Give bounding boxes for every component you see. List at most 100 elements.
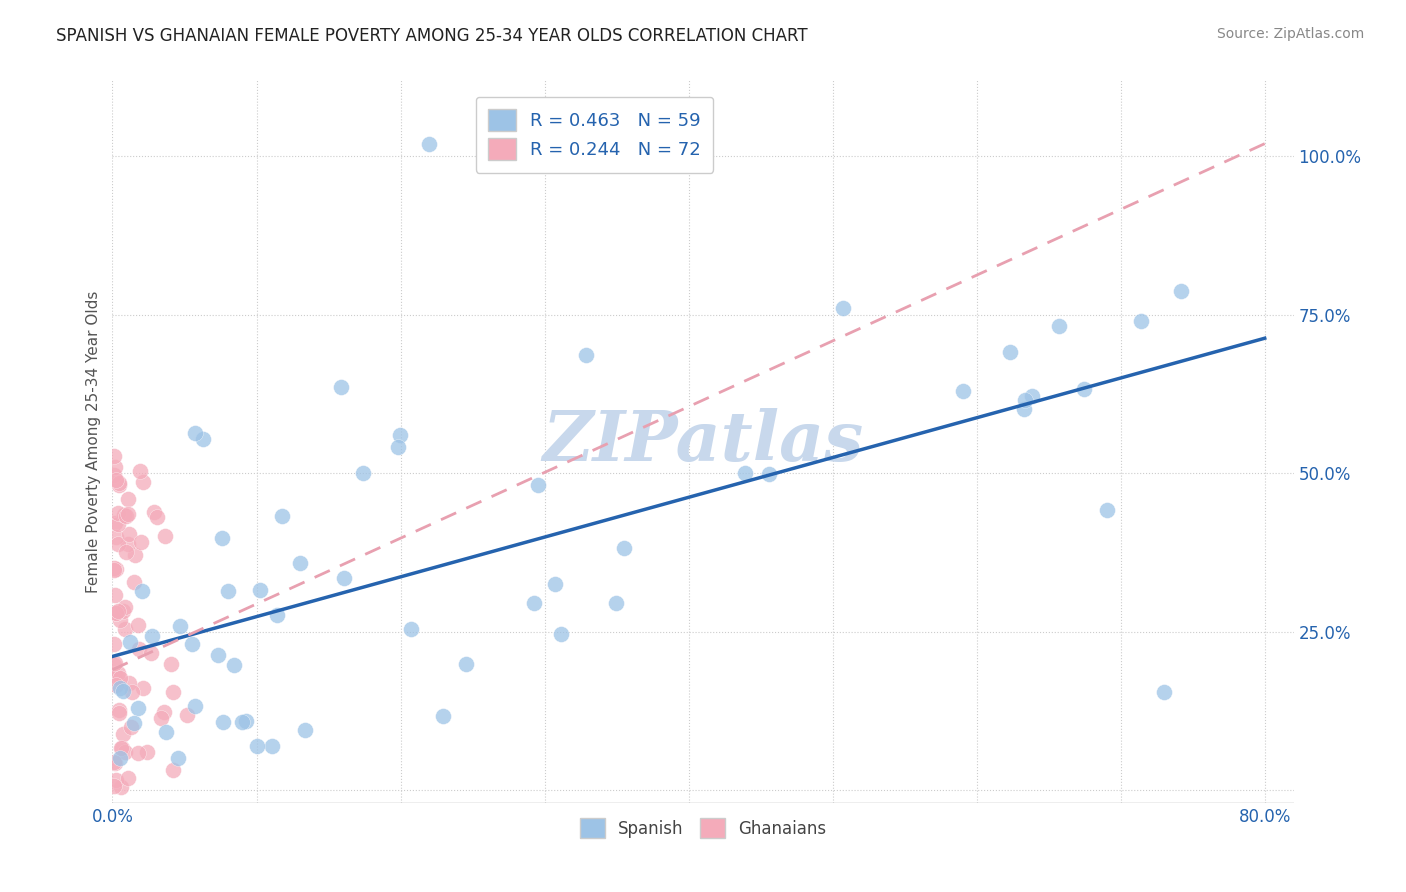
Point xyxy=(605,596,627,610)
Point xyxy=(103,657,125,672)
Point xyxy=(127,701,149,715)
Point xyxy=(111,727,134,741)
Point xyxy=(1153,685,1175,699)
Point xyxy=(104,530,127,544)
Point xyxy=(191,432,214,446)
Point xyxy=(104,657,127,671)
Point xyxy=(352,466,374,480)
Point xyxy=(831,301,853,315)
Point xyxy=(103,449,125,463)
Point xyxy=(149,711,172,725)
Point xyxy=(110,780,132,794)
Point xyxy=(107,604,129,618)
Point xyxy=(107,703,129,717)
Text: ZIPatlas: ZIPatlas xyxy=(543,408,863,475)
Point xyxy=(260,739,283,754)
Point xyxy=(117,537,139,551)
Point xyxy=(136,745,159,759)
Point xyxy=(103,667,125,681)
Point xyxy=(527,477,550,491)
Point xyxy=(105,773,128,788)
Point xyxy=(550,627,572,641)
Point xyxy=(184,698,207,713)
Point xyxy=(105,473,128,487)
Point xyxy=(1021,389,1043,403)
Point xyxy=(115,544,138,558)
Point xyxy=(132,475,155,490)
Point xyxy=(290,556,312,570)
Point xyxy=(107,506,129,520)
Point xyxy=(399,622,422,636)
Point xyxy=(1073,383,1095,397)
Point xyxy=(122,716,145,731)
Point xyxy=(1095,503,1118,517)
Point xyxy=(127,746,149,760)
Point xyxy=(107,537,129,551)
Point xyxy=(1014,392,1036,407)
Point xyxy=(115,509,138,524)
Point xyxy=(184,426,207,441)
Point xyxy=(1000,345,1022,359)
Point xyxy=(128,641,150,656)
Point xyxy=(159,657,181,671)
Point xyxy=(162,763,184,777)
Point xyxy=(246,739,269,753)
Point xyxy=(114,745,136,759)
Point xyxy=(131,583,153,598)
Point xyxy=(231,714,253,729)
Point xyxy=(105,670,128,684)
Y-axis label: Female Poverty Among 25-34 Year Olds: Female Poverty Among 25-34 Year Olds xyxy=(86,291,101,592)
Point xyxy=(107,477,129,491)
Point xyxy=(145,510,167,524)
Point xyxy=(117,676,139,690)
Point xyxy=(117,491,139,506)
Point xyxy=(108,672,131,686)
Text: SPANISH VS GHANAIAN FEMALE POVERTY AMONG 25-34 YEAR OLDS CORRELATION CHART: SPANISH VS GHANAIAN FEMALE POVERTY AMONG… xyxy=(56,27,808,45)
Point xyxy=(104,562,127,576)
Point xyxy=(107,665,129,680)
Point xyxy=(108,751,131,765)
Point xyxy=(114,622,136,636)
Point xyxy=(1047,318,1070,333)
Point xyxy=(132,681,155,695)
Point xyxy=(118,526,141,541)
Legend: Spanish, Ghanaians: Spanish, Ghanaians xyxy=(572,812,834,845)
Point xyxy=(155,724,177,739)
Point xyxy=(266,608,288,623)
Point xyxy=(103,562,125,576)
Point xyxy=(454,657,477,671)
Point xyxy=(330,380,353,394)
Point xyxy=(103,561,125,575)
Point xyxy=(110,613,132,627)
Point xyxy=(117,507,139,521)
Point xyxy=(387,440,409,454)
Point xyxy=(108,706,131,720)
Point xyxy=(103,637,125,651)
Point xyxy=(167,751,190,765)
Point xyxy=(122,574,145,589)
Point xyxy=(129,535,152,549)
Point xyxy=(249,582,271,597)
Point xyxy=(333,572,356,586)
Point xyxy=(1012,402,1035,417)
Point xyxy=(432,709,454,723)
Point xyxy=(1170,285,1192,299)
Point xyxy=(103,756,125,770)
Point xyxy=(1129,314,1152,328)
Point xyxy=(162,685,184,699)
Point xyxy=(103,467,125,482)
Point xyxy=(114,599,136,614)
Point xyxy=(107,517,129,532)
Point xyxy=(105,606,128,620)
Point xyxy=(217,584,239,599)
Point xyxy=(181,637,204,651)
Point xyxy=(108,681,131,695)
Point xyxy=(127,618,149,632)
Point xyxy=(544,577,567,591)
Point xyxy=(153,529,176,543)
Point xyxy=(103,780,125,794)
Point xyxy=(129,464,152,478)
Point xyxy=(111,741,134,756)
Point xyxy=(758,467,780,481)
Point xyxy=(523,595,546,609)
